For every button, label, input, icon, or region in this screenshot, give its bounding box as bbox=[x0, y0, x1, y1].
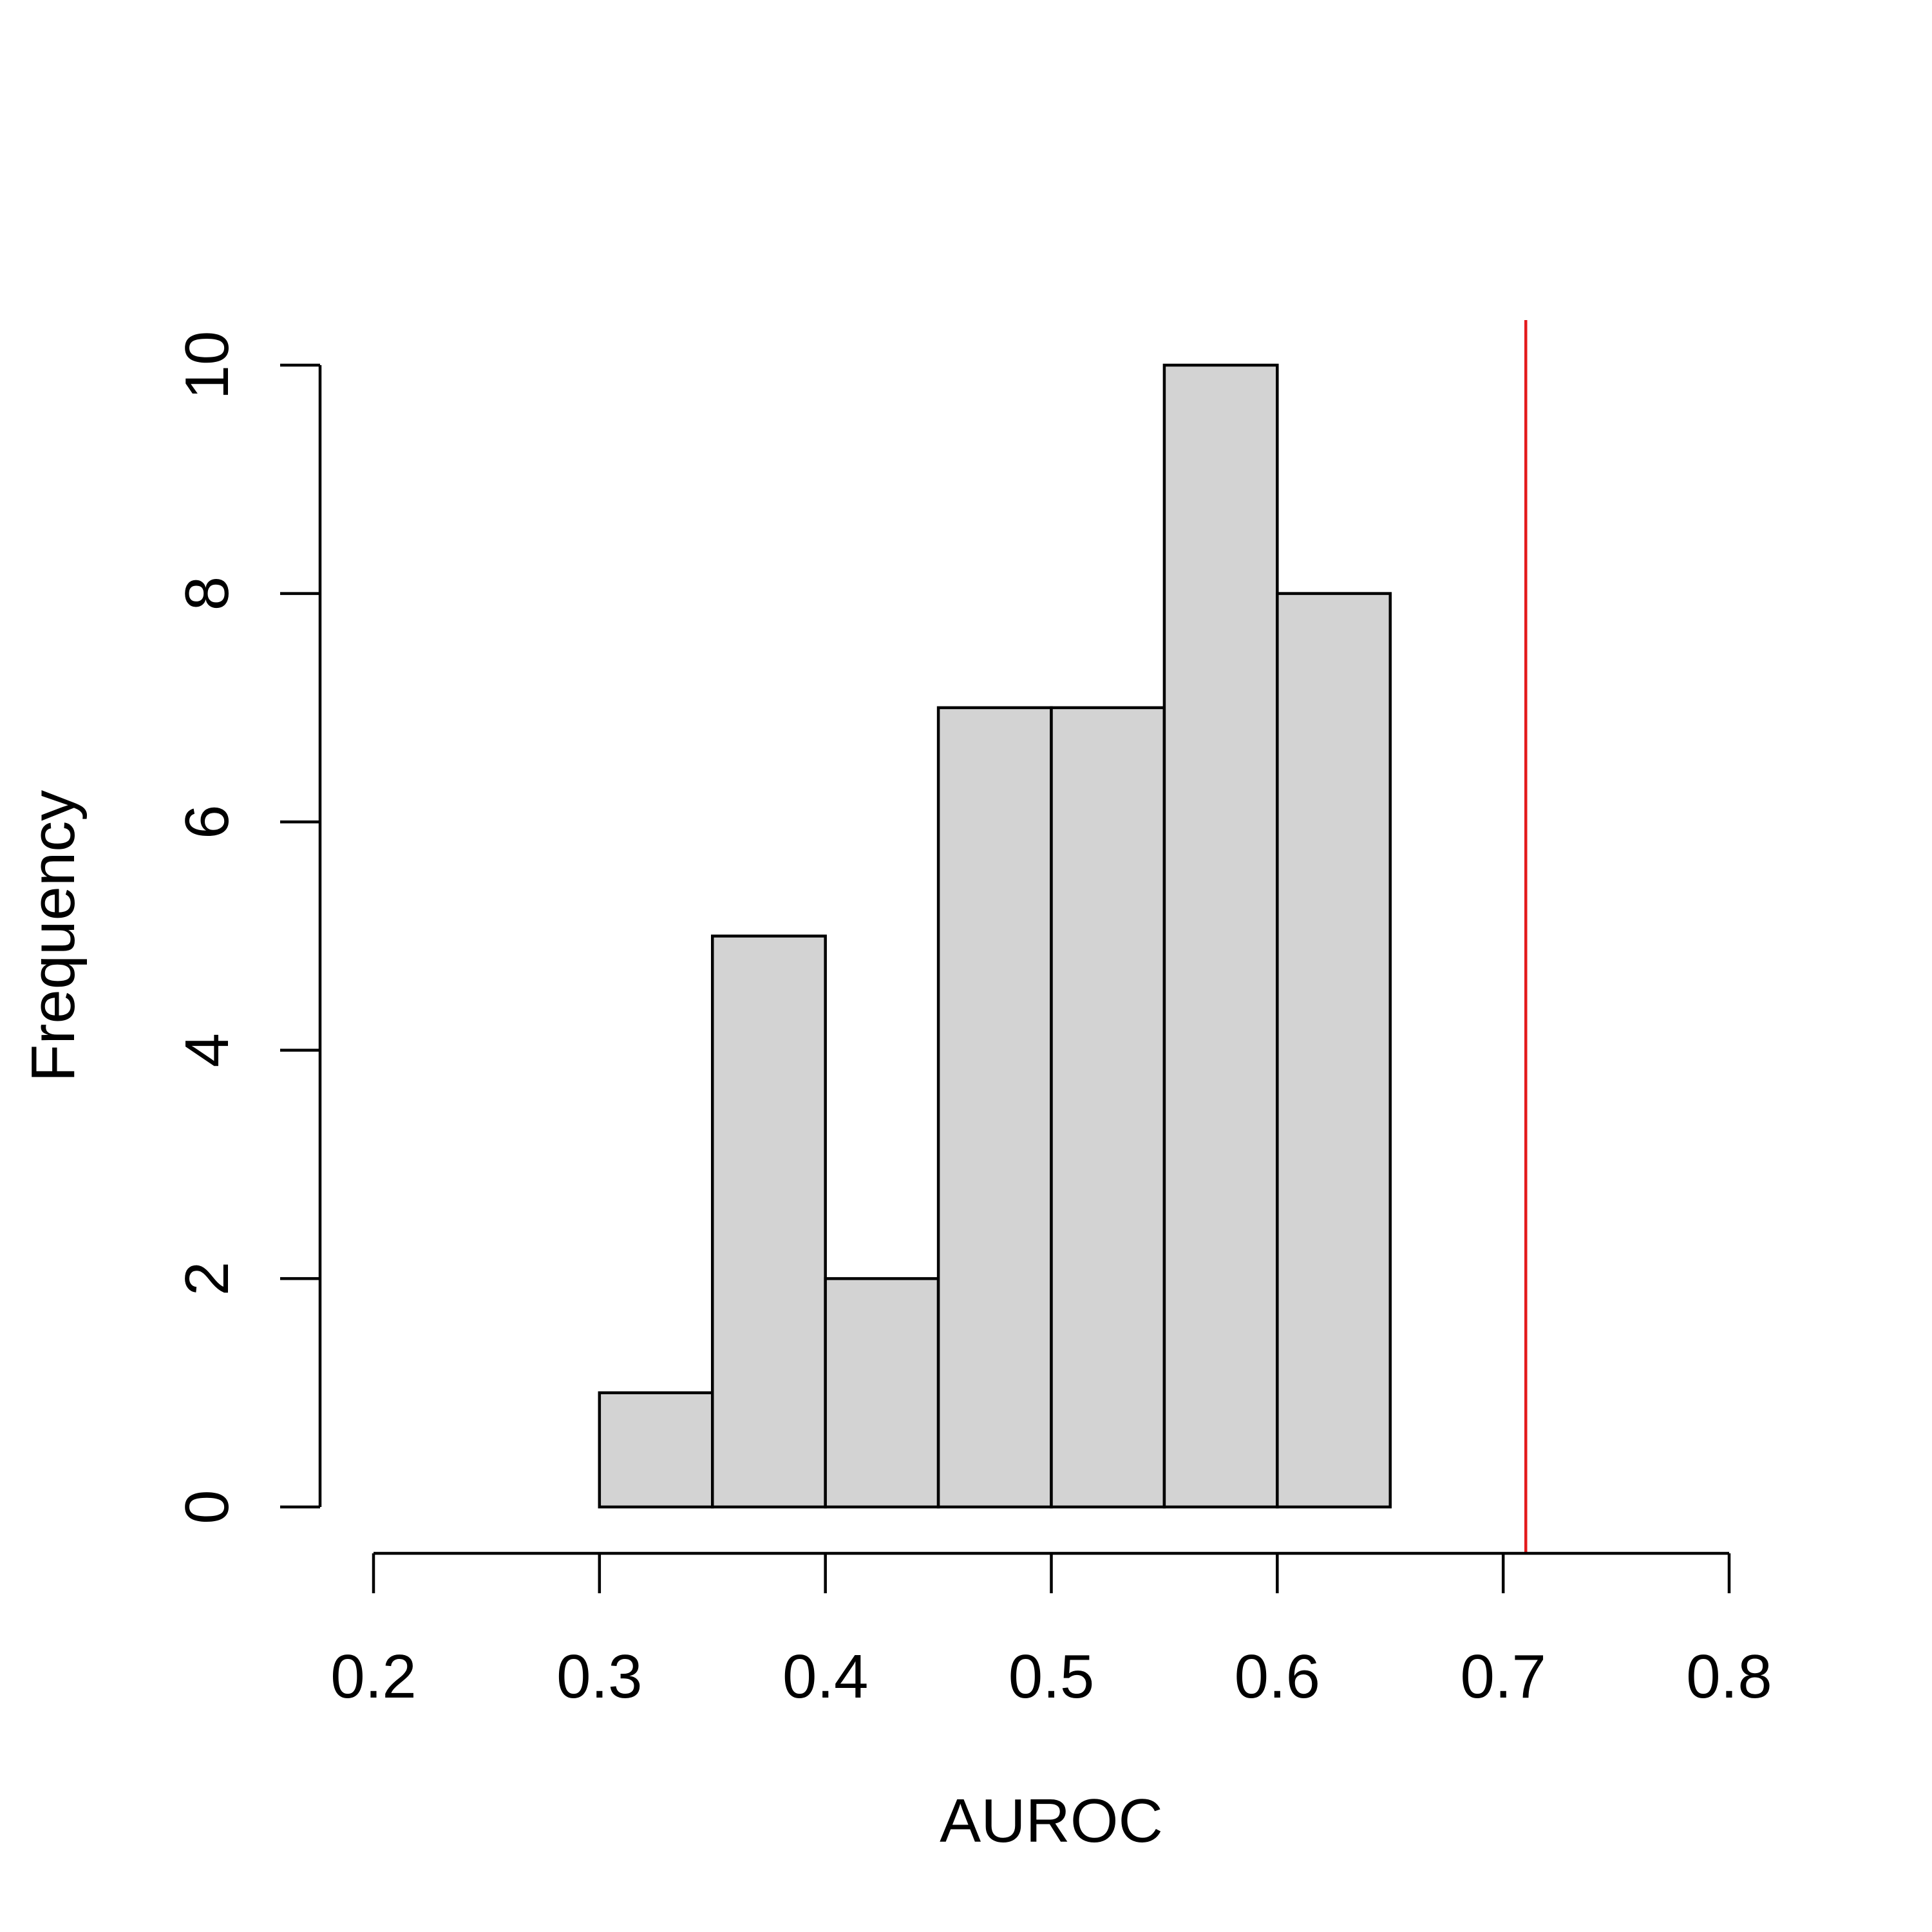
histogram-bars bbox=[598, 363, 1392, 1509]
y-axis: 0 2 4 6 8 10 bbox=[173, 331, 322, 1524]
x-tick-label: 0.3 bbox=[556, 1642, 642, 1711]
histogram-bar bbox=[936, 706, 1053, 1509]
x-tick-label: 0.4 bbox=[782, 1642, 868, 1711]
y-axis-title: Frequency bbox=[19, 790, 88, 1083]
histogram-bar bbox=[824, 1277, 940, 1509]
y-tick-label: 8 bbox=[173, 576, 242, 611]
y-tick-label: 6 bbox=[173, 805, 242, 839]
histogram-bar bbox=[1162, 363, 1279, 1509]
y-tick-label: 10 bbox=[173, 331, 242, 400]
x-tick-label: 0.6 bbox=[1235, 1642, 1320, 1711]
histogram-bar bbox=[598, 1391, 714, 1509]
x-axis: 0.2 0.3 0.4 0.5 0.6 0.7 0.8 bbox=[330, 1551, 1772, 1711]
x-tick-label: 0.7 bbox=[1460, 1642, 1546, 1711]
x-tick-label: 0.8 bbox=[1686, 1642, 1772, 1711]
histogram-bar bbox=[1050, 706, 1166, 1509]
x-axis-title: AUROC bbox=[940, 1786, 1163, 1855]
x-tick-label: 0.5 bbox=[1009, 1642, 1094, 1711]
y-tick-label: 4 bbox=[173, 1033, 242, 1067]
x-tick-label: 0.2 bbox=[330, 1642, 416, 1711]
histogram-bar bbox=[711, 934, 827, 1509]
y-tick-label: 2 bbox=[173, 1262, 242, 1296]
histogram-bar bbox=[1276, 592, 1392, 1509]
y-tick-label: 0 bbox=[173, 1490, 242, 1524]
